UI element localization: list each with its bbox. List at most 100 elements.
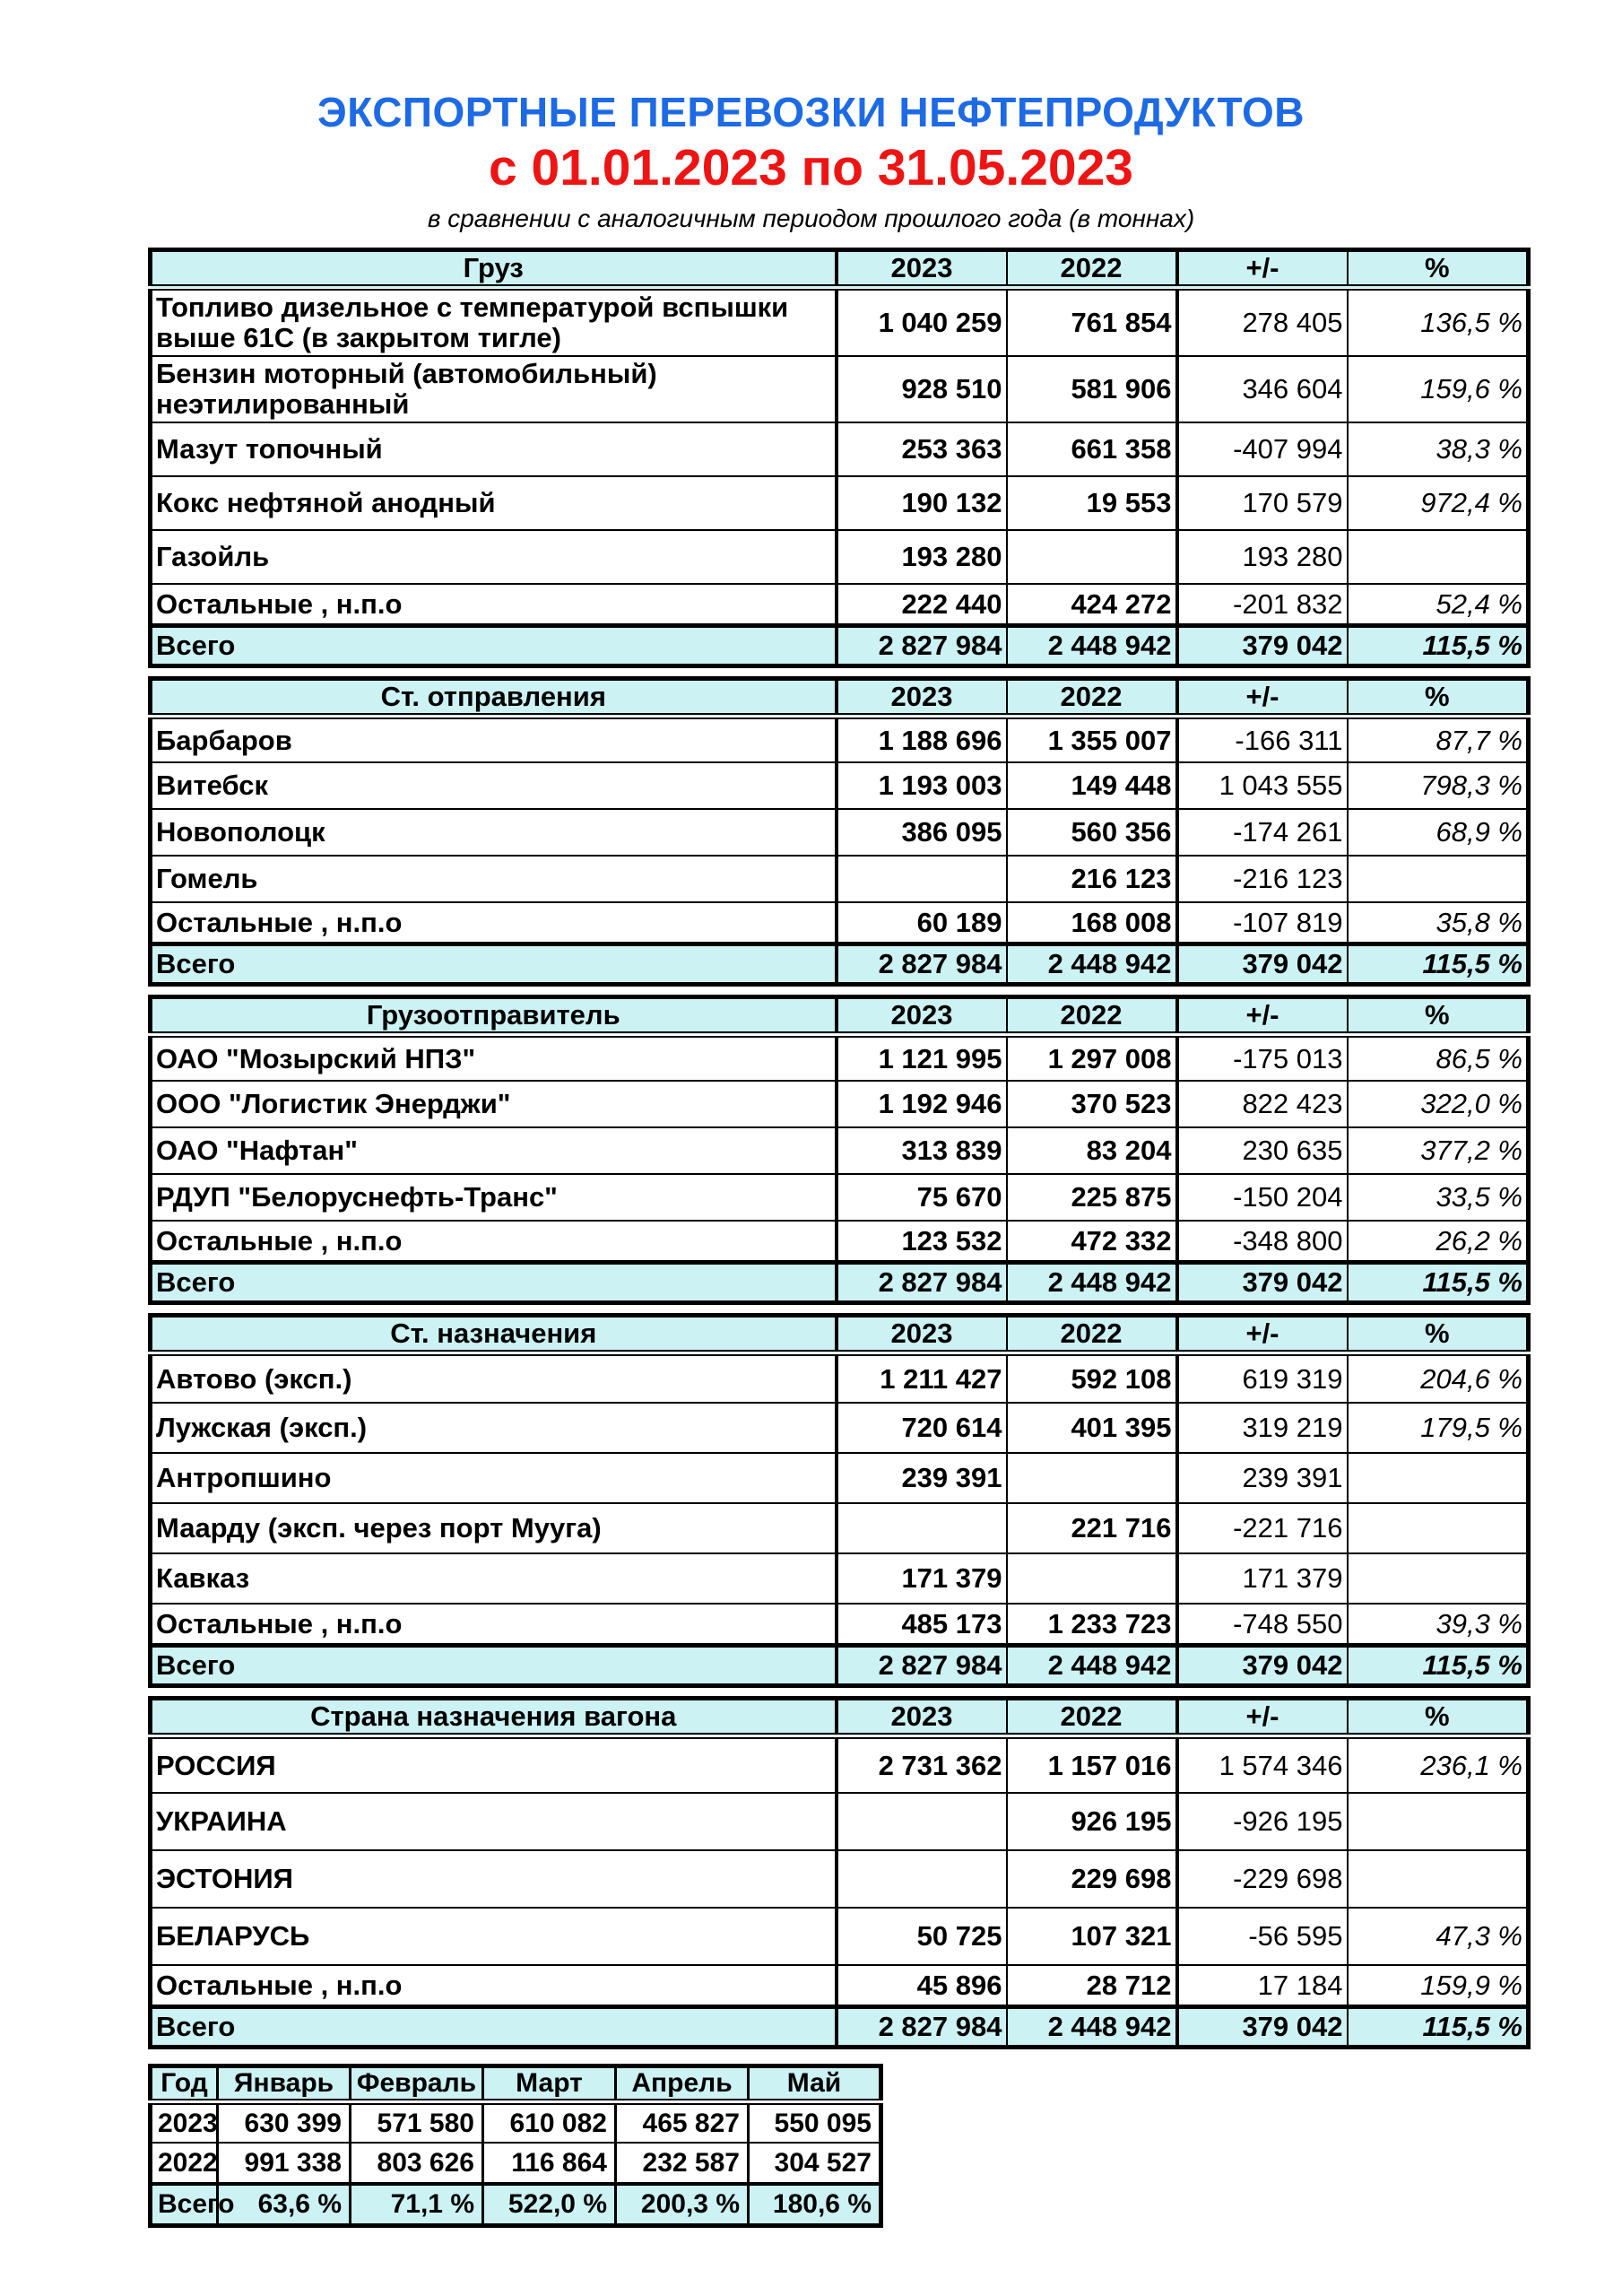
- month-total-value: 180,6 %: [748, 2182, 881, 2227]
- table-row: ООО "Логистик Энерджи" 1 192 946 370 523 82…: [150, 1081, 1529, 1129]
- value-delta: 822 423: [1176, 1081, 1349, 1129]
- value-2023: 2 827 984: [836, 622, 1008, 666]
- row-label: Автово (эксп.): [150, 1352, 838, 1405]
- value-percent: 35,8 %: [1347, 902, 1529, 945]
- table-row: Витебск 1 193 003 149 448 1 043 555 798,3 %: [150, 762, 1529, 811]
- value-2022: 2 448 942: [1006, 1642, 1179, 1686]
- months-header-row: Год Январь Февраль Март Апрель Май: [150, 2066, 881, 2105]
- row-label: ОАО "Нафтан": [150, 1127, 838, 1176]
- value-2022: 472 332: [1006, 1221, 1179, 1264]
- month-value: 465 827: [615, 2101, 750, 2144]
- value-percent: 52,4 %: [1347, 584, 1529, 627]
- row-label: Остальные , н.п.о: [150, 902, 838, 945]
- value-2023: 45 896: [836, 1965, 1008, 2008]
- table-row: Маарду (эксп. через порт Мууга) 221 716 -2…: [150, 1503, 1529, 1555]
- value-2022: 560 356: [1006, 809, 1179, 857]
- value-percent: [1347, 1850, 1529, 1909]
- col-header: +/-: [1176, 249, 1349, 291]
- value-2022: 1 157 016: [1006, 1735, 1179, 1795]
- value-2022: 2 448 942: [1006, 941, 1179, 985]
- value-delta: -926 195: [1176, 1793, 1349, 1852]
- table-row: Остальные , н.п.о 485 173 1 233 723 -748 55…: [150, 1604, 1529, 1647]
- row-label: Всего: [150, 2004, 838, 2048]
- table-row: ОАО "Нафтан" 313 839 83 204 230 635 377,2 %: [150, 1127, 1529, 1176]
- row-label: Всего: [150, 941, 838, 985]
- section-title: Страна назначения вагона: [150, 1698, 838, 1739]
- report-title: ЭКСПОРТНЫЕ ПЕРЕВОЗКИ НЕФТЕПРОДУКТОВ: [317, 89, 1305, 135]
- tables-container: Груз 2023 2022 +/-% Топливо дизельное с темп…: [148, 248, 1531, 2228]
- table-row: Мазут топочный 253 363 661 358 -407 994 38,3…: [150, 422, 1529, 478]
- value-delta: -166 311: [1176, 716, 1349, 764]
- section-title: Груз: [150, 249, 838, 291]
- value-percent: 115,5 %: [1347, 1642, 1529, 1686]
- col-header: 2023: [836, 996, 1008, 1038]
- row-label: Новополоцк: [150, 809, 838, 857]
- value-2022: 19 553: [1006, 476, 1179, 532]
- row-label: Остальные , н.п.о: [150, 1221, 838, 1264]
- col-header: 2022: [1006, 996, 1179, 1038]
- table-row: Остальные , н.п.о 60 189 168 008 -107 819 35…: [150, 902, 1529, 945]
- row-label: УКРАИНА: [150, 1793, 838, 1852]
- month-value: 304 527: [748, 2143, 881, 2186]
- row-label: БЕЛАРУСЬ: [150, 1908, 838, 1967]
- value-2023: 1 193 003: [836, 762, 1008, 811]
- value-percent: 204,6 %: [1347, 1352, 1529, 1405]
- row-label: РОССИЯ: [150, 1735, 838, 1795]
- table-row: БЕЛАРУСЬ 50 725 107 321 -56 595 47,3 %: [150, 1908, 1529, 1967]
- table-row: Кавказ 171 379 171 379: [150, 1553, 1529, 1605]
- month-col-header: Май: [748, 2066, 881, 2105]
- col-header: 2022: [1006, 249, 1179, 291]
- col-header: %: [1347, 1698, 1529, 1739]
- value-percent: 159,9 %: [1347, 1965, 1529, 2008]
- table-row: РДУП "Белоруснефть-Транс" 75 670 225 875 -1…: [150, 1174, 1529, 1222]
- value-2023: 1 040 259: [836, 287, 1008, 358]
- value-2023: 123 532: [836, 1221, 1008, 1264]
- report-period: с 01.01.2023 по 31.05.2023: [488, 139, 1133, 196]
- value-2022: 107 321: [1006, 1908, 1179, 1967]
- value-delta: -175 013: [1176, 1034, 1349, 1083]
- value-2023: 313 839: [836, 1127, 1008, 1176]
- value-percent: 47,3 %: [1347, 1908, 1529, 1967]
- month-value: 550 095: [748, 2101, 881, 2144]
- col-header: 2022: [1006, 1315, 1179, 1356]
- value-delta: -150 204: [1176, 1174, 1349, 1222]
- month-value: 991 338: [217, 2143, 351, 2186]
- row-label: Антропшино: [150, 1453, 838, 1505]
- col-header: 2022: [1006, 1698, 1179, 1739]
- value-2023: 2 731 362: [836, 1735, 1008, 1795]
- month-value: 232 587: [615, 2143, 750, 2186]
- value-2022: [1006, 1553, 1179, 1605]
- value-2022: [1006, 530, 1179, 586]
- section-table: Ст. назначения 2023 2022 +/-% Автово (эксп.)…: [148, 1312, 1531, 1688]
- col-header: %: [1347, 996, 1529, 1038]
- value-2023: 50 725: [836, 1908, 1008, 1967]
- section-table: Груз 2023 2022 +/-% Топливо дизельное с темп…: [148, 248, 1531, 668]
- table-row: Автово (эксп.) 1 211 427 592 108 619 319 204…: [150, 1352, 1529, 1405]
- value-2023: [836, 1793, 1008, 1852]
- section-table: Грузоотправитель 2023 2022 +/-% ОАО "Мозырск…: [148, 994, 1531, 1305]
- value-percent: 86,5 %: [1347, 1034, 1529, 1083]
- table-row: Барбаров 1 188 696 1 355 007 -166 311 87,7 %: [150, 716, 1529, 764]
- value-2022: 1 233 723: [1006, 1604, 1179, 1647]
- row-label: Газойль: [150, 530, 838, 586]
- row-label: ЭСТОНИЯ: [150, 1850, 838, 1909]
- col-header: +/-: [1176, 1315, 1349, 1356]
- month-total-value: 71,1 %: [350, 2182, 484, 2227]
- table-row: Антропшино 239 391 239 391: [150, 1453, 1529, 1505]
- section-title: Грузоотправитель: [150, 996, 838, 1038]
- table-row: РОССИЯ 2 731 362 1 157 016 1 574 346 236,1 %: [150, 1735, 1529, 1795]
- value-delta: -221 716: [1176, 1503, 1349, 1555]
- value-percent: 136,5 %: [1347, 287, 1529, 358]
- value-percent: [1347, 1453, 1529, 1505]
- value-delta: 379 042: [1176, 1259, 1349, 1303]
- value-delta: 170 579: [1176, 476, 1349, 532]
- months-total-row: Всего 63,6 % 71,1 % 522,0 % 200,3 % 180,6 %: [150, 2182, 881, 2227]
- value-2022: 168 008: [1006, 902, 1179, 945]
- value-percent: 39,3 %: [1347, 1604, 1529, 1647]
- header-row: Грузоотправитель 2023 2022 +/-%: [150, 996, 1529, 1038]
- report-note: в сравнении с аналогичным периодом прошл…: [427, 204, 1195, 232]
- month-col-header: Февраль: [350, 2066, 484, 2105]
- month-value: 116 864: [482, 2143, 617, 2186]
- row-label: РДУП "Белоруснефть-Транс": [150, 1174, 838, 1222]
- col-header: %: [1347, 249, 1529, 291]
